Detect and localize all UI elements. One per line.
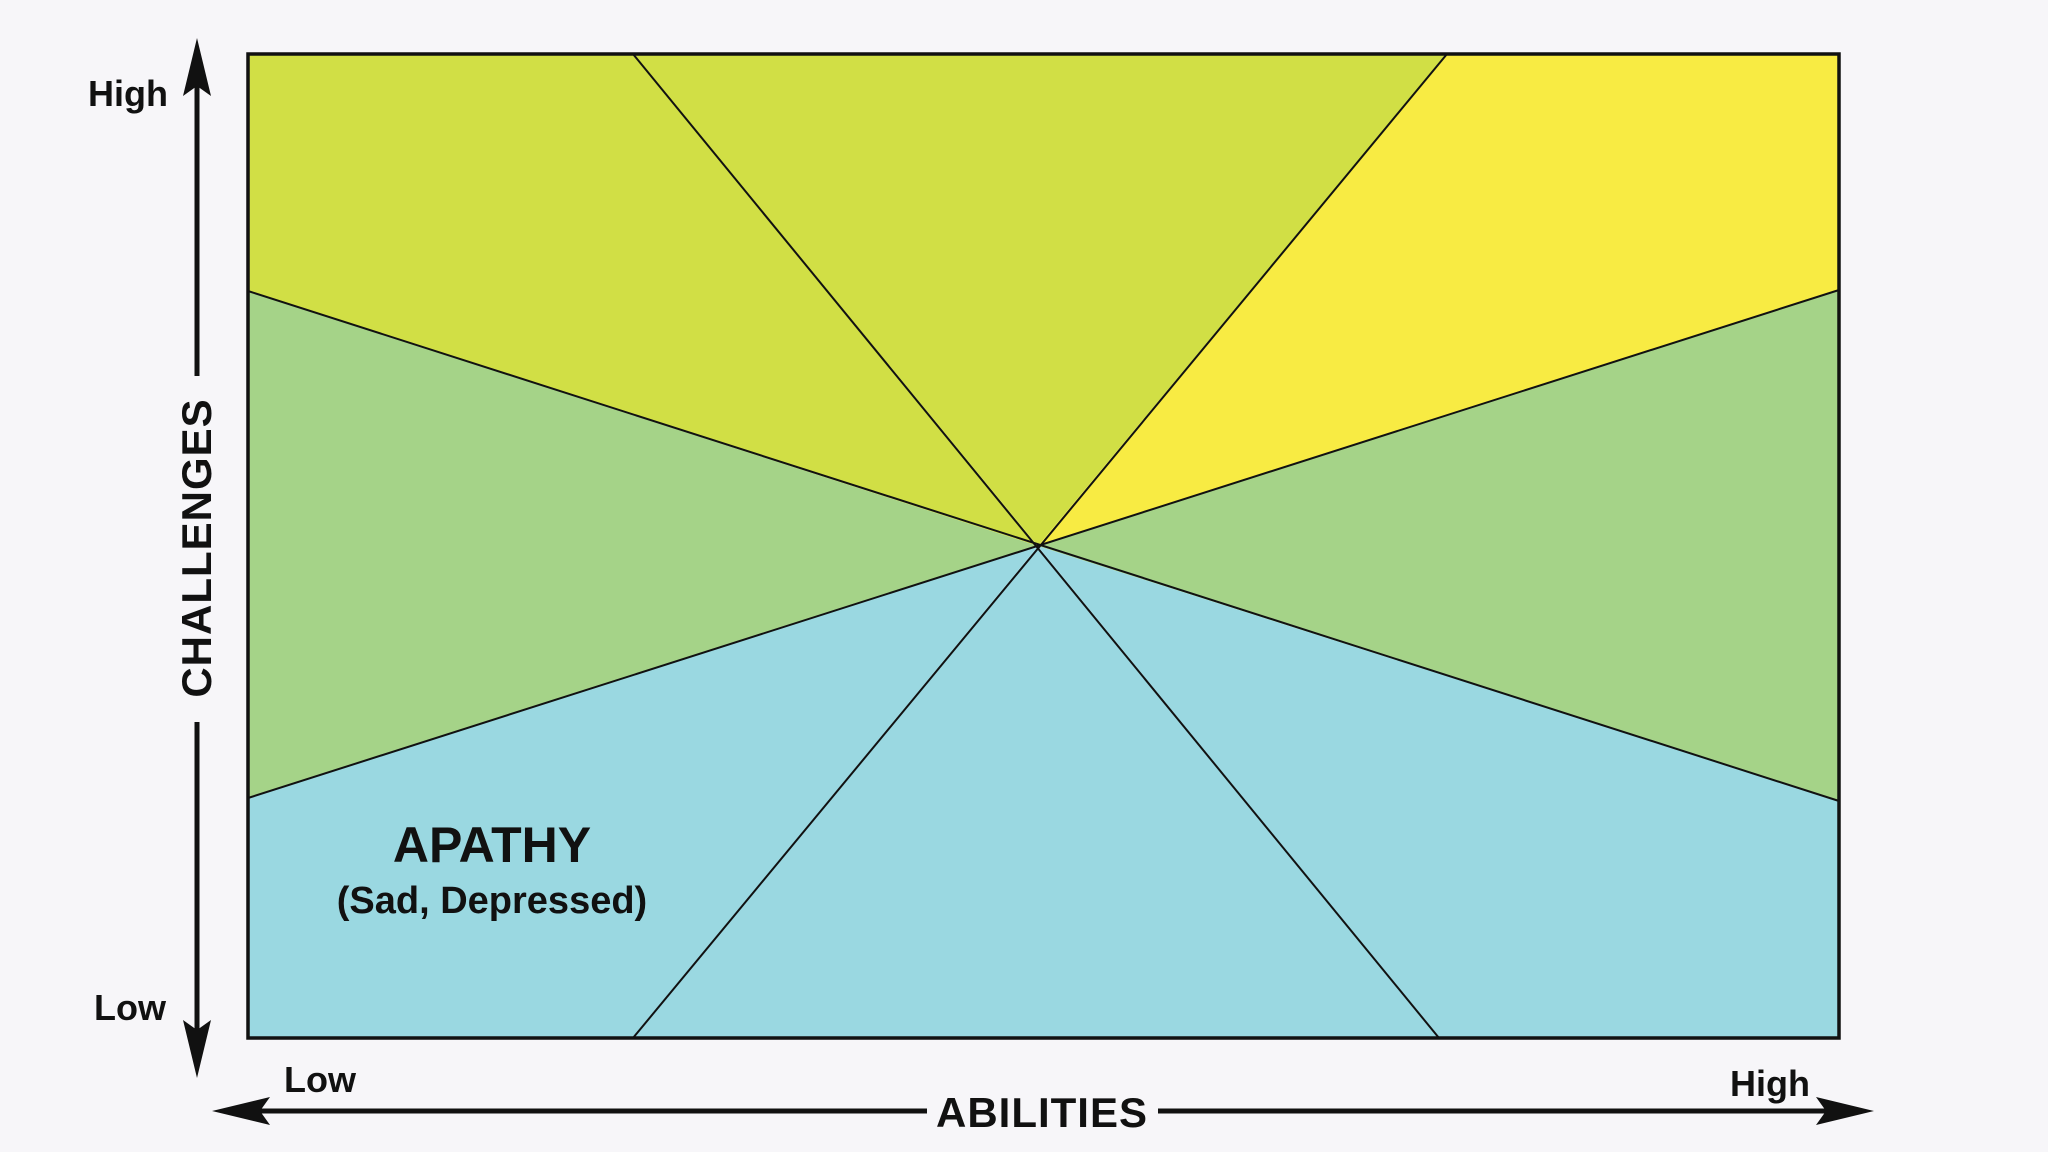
x-axis-low-label: Low: [284, 1059, 357, 1100]
region-top-right: [1038, 54, 1839, 546]
x-axis-arrow-left-icon: [212, 1097, 270, 1125]
divider-line: [632, 53, 1440, 1039]
x-axis-title: ABILITIES: [936, 1089, 1148, 1136]
y-axis-high-label: High: [88, 73, 168, 114]
y-axis-arrow-down-icon: [183, 1020, 211, 1078]
divider-lines: [247, 53, 1840, 1039]
y-axis: CHALLENGES High Low: [88, 38, 220, 1078]
divider-line: [247, 290, 1840, 802]
regions: [248, 54, 1839, 1038]
region-bottom-left: [248, 546, 1038, 1038]
region-label-apathy: APATHY: [393, 817, 591, 873]
x-axis-high-label: High: [1730, 1063, 1810, 1104]
region-middle-right: [1038, 290, 1839, 801]
diagram-frame: [246, 52, 1841, 1040]
divider-line: [247, 289, 1840, 799]
y-axis-title: CHALLENGES: [173, 398, 220, 697]
x-axis-arrow-right-icon: [1816, 1097, 1874, 1125]
divider-line: [632, 53, 1448, 1039]
y-axis-low-label: Low: [94, 987, 167, 1028]
y-axis-arrow-up-icon: [183, 38, 211, 96]
region-top-center: [633, 54, 1447, 546]
x-axis: ABILITIES Low High: [212, 1059, 1874, 1136]
region-sublabel-apathy: (Sad, Depressed): [337, 880, 647, 922]
region-bottom-right: [1038, 546, 1839, 1038]
region-top-left: [248, 54, 1038, 546]
region-middle-left: [248, 291, 1038, 798]
region-bottom-center: [633, 546, 1439, 1038]
